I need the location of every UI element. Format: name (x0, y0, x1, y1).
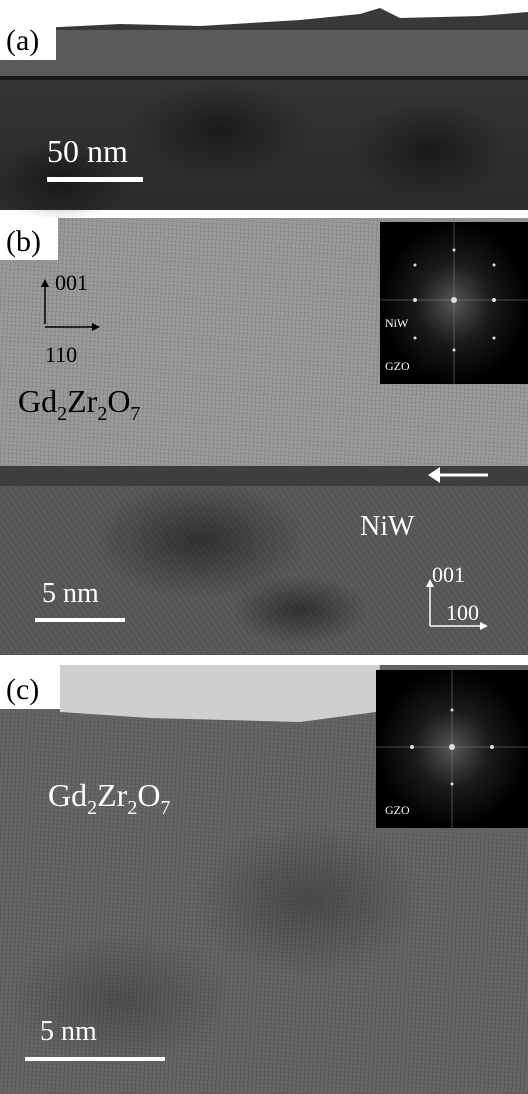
direction-label: 001 (432, 562, 465, 587)
film-label: Gd2Zr2O7 (18, 383, 140, 425)
formula-part: Gd (18, 383, 57, 419)
inset-label: GZO (385, 803, 410, 817)
formula-sub: 2 (57, 403, 67, 425)
inset-label: NiW (385, 316, 409, 330)
film-layer (0, 30, 528, 78)
direction-label: 110 (45, 342, 77, 367)
interface (0, 76, 528, 80)
panel-label: (c) (6, 673, 39, 706)
figure: (a) 50 nm (b) 001 110 Gd2Zr2O7 NiW GZO (0, 0, 528, 1094)
film-label: Gd2Zr2O7 (48, 777, 170, 819)
contrast (0, 930, 240, 1070)
panel-b: (b) 001 110 Gd2Zr2O7 NiW GZO NiW 001 100… (0, 218, 528, 655)
direction-label: 001 (55, 270, 88, 295)
formula-part: Gd (48, 777, 87, 813)
contrast (230, 575, 370, 645)
panel-label: (b) (6, 225, 41, 258)
panel-c: (c) GZO Gd2Zr2O7 5 nm (0, 665, 528, 1094)
formula-part: O (107, 383, 130, 419)
contrast (190, 820, 430, 980)
formula-sub: 7 (160, 797, 170, 819)
formula-part: O (137, 777, 160, 813)
panel-label: (a) (6, 24, 39, 57)
formula-sub: 7 (130, 403, 140, 425)
scale-bar (25, 1057, 165, 1061)
scale-bar-label: 5 nm (42, 578, 99, 609)
scale-bar (47, 177, 143, 182)
scale-bar-label: 50 nm (47, 133, 128, 169)
formula-sub: 2 (127, 797, 137, 819)
panel-a: (a) 50 nm (0, 8, 528, 220)
direction-label: 100 (446, 600, 479, 625)
scale-bar-label: 5 nm (40, 1016, 97, 1047)
scale-bar (35, 618, 125, 622)
surface (60, 665, 380, 722)
substrate-label: NiW (360, 511, 415, 542)
formula-sub: 2 (87, 797, 97, 819)
formula-part: Zr (67, 383, 98, 419)
contrast (350, 100, 510, 200)
contrast (130, 80, 310, 180)
formula-sub: 2 (97, 403, 107, 425)
formula-part: Zr (97, 777, 128, 813)
inset-label: GZO (385, 359, 410, 373)
